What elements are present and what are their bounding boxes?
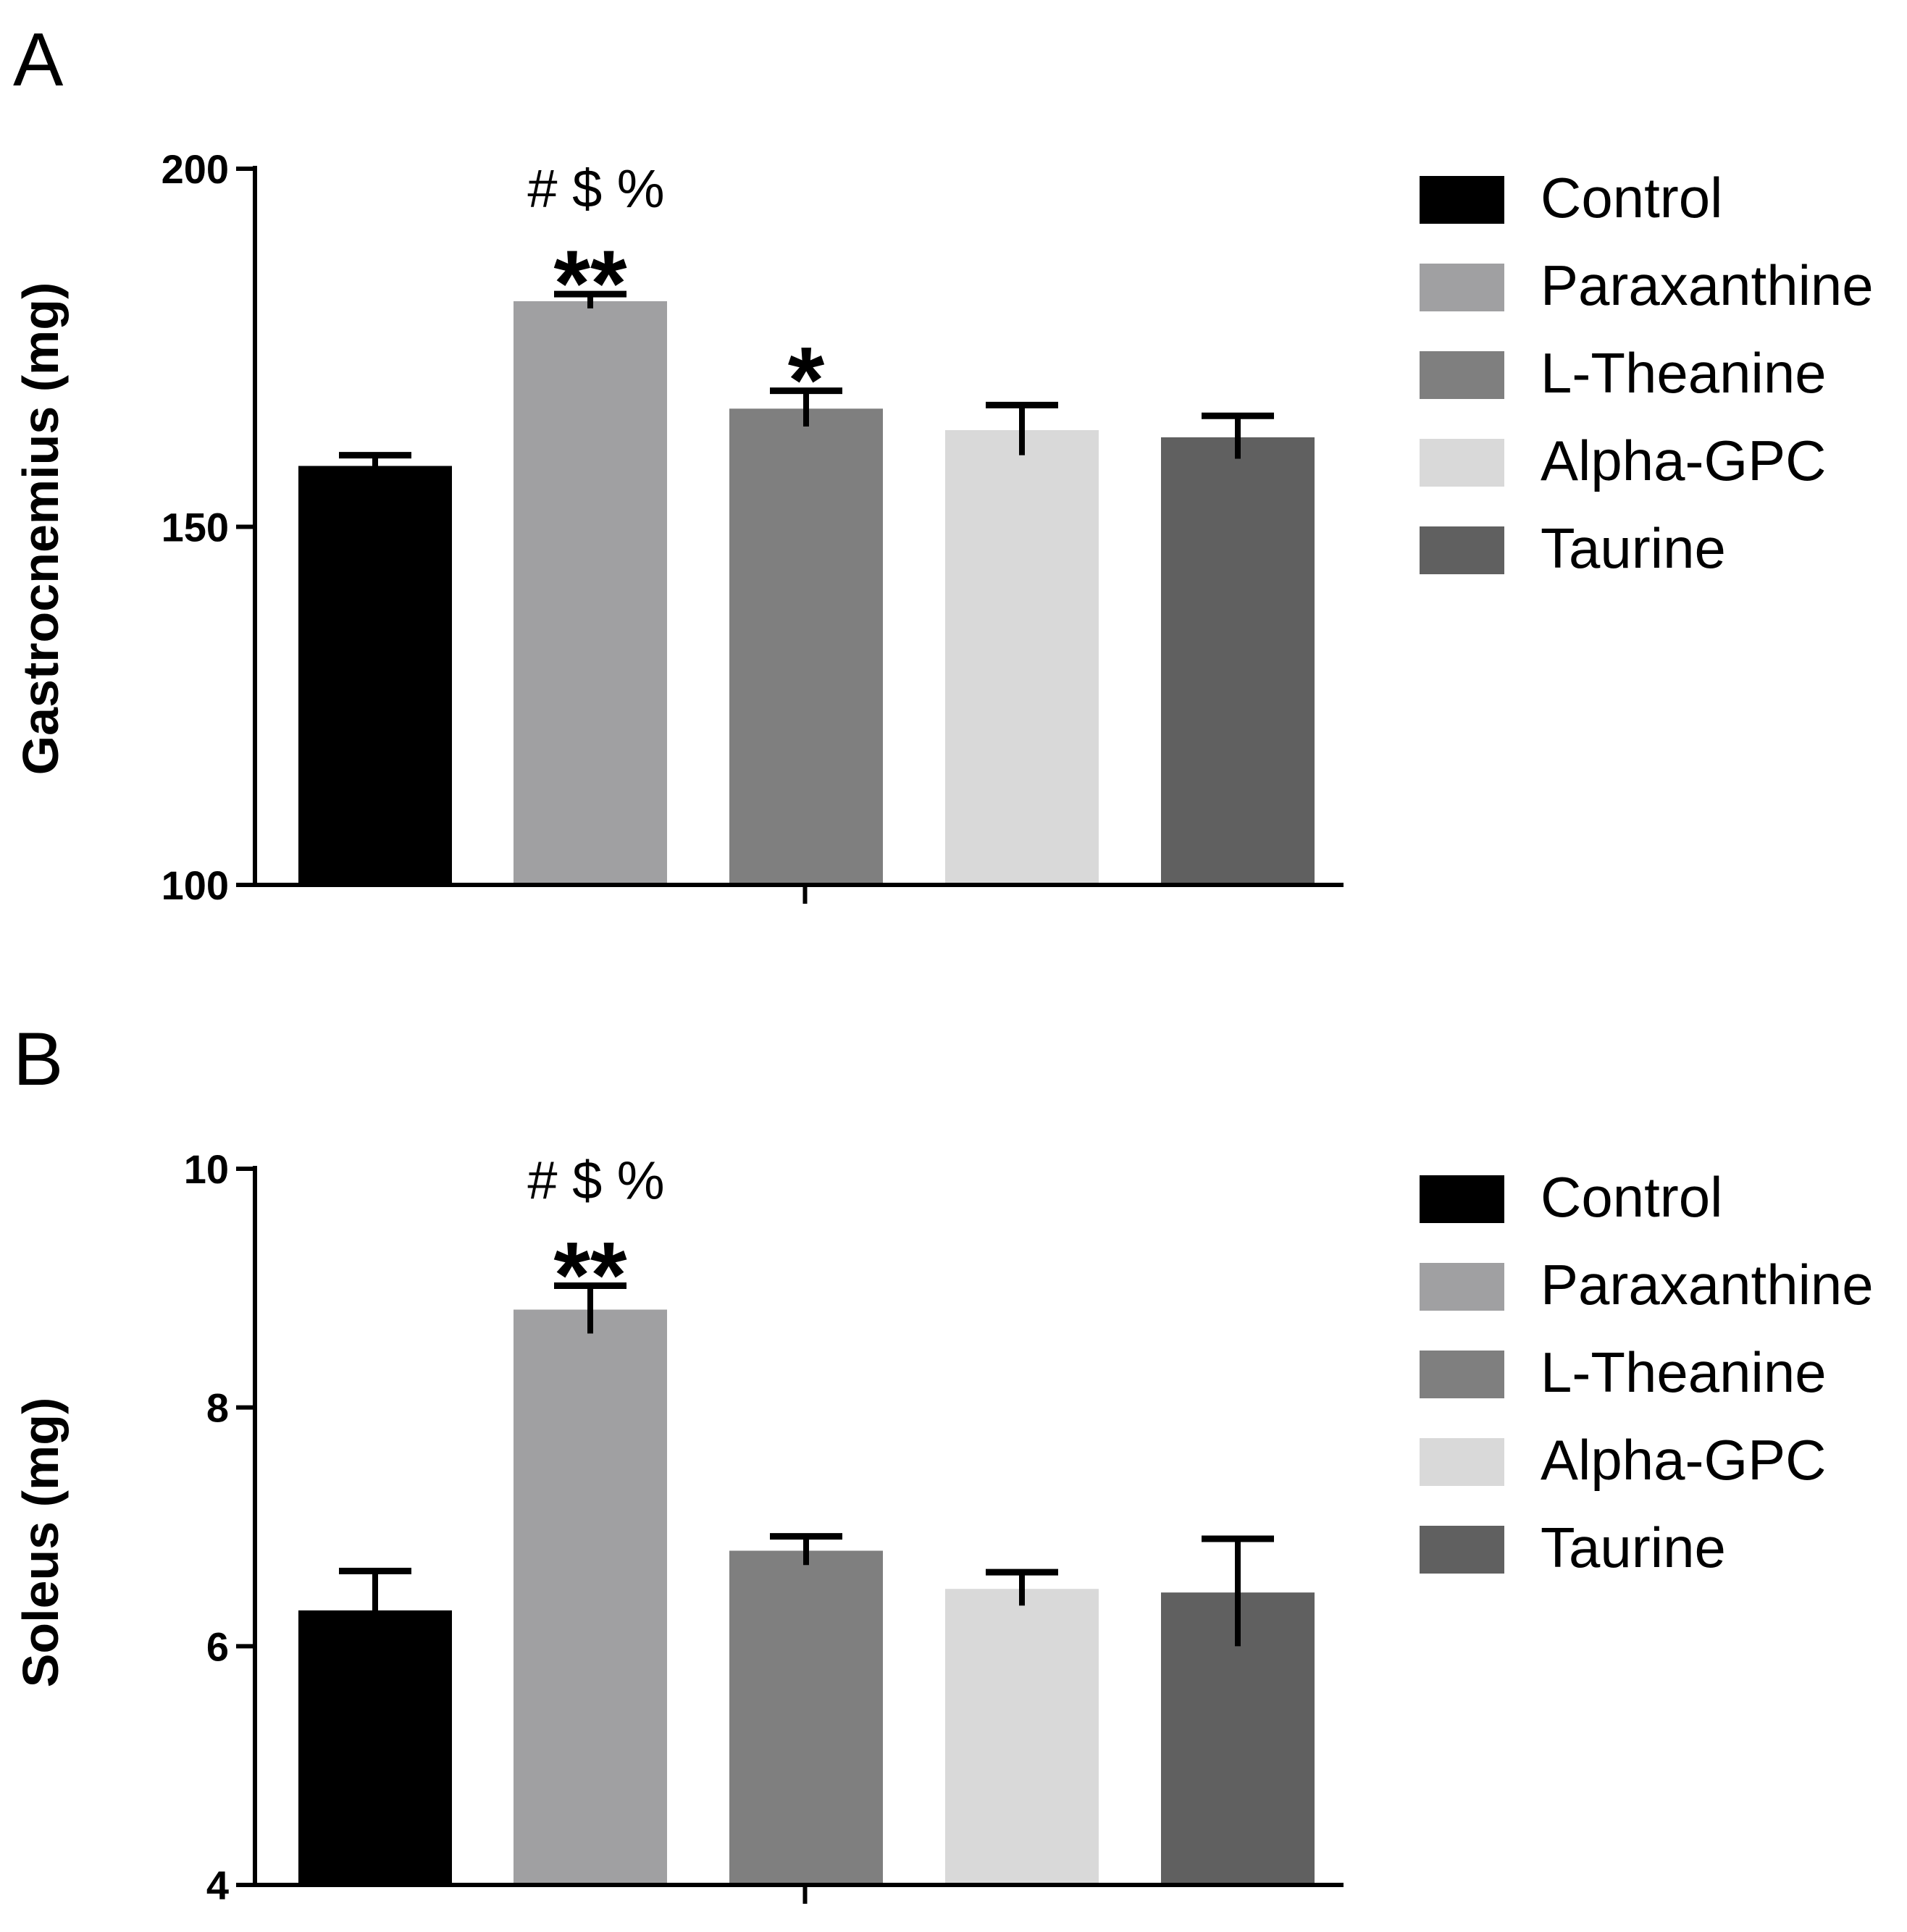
y-tick-label-200: 200 [162, 146, 229, 192]
y-tick-label-6: 6 [206, 1624, 229, 1669]
legend-swatch-control [1420, 176, 1504, 224]
y-tick-label-100: 100 [162, 862, 229, 908]
legend-label-l-theanine: L-Theanine [1541, 341, 1827, 405]
y-tick-label-4: 4 [206, 1862, 229, 1908]
significance-stars-paraxanthine: ** [553, 230, 627, 336]
panel-a: A Gastrocnemius (mg) **# $ %* 100150200 … [12, 18, 1874, 908]
y-tick-label-8: 8 [206, 1385, 229, 1431]
legend-swatch-taurine [1420, 526, 1504, 574]
legend-swatch-taurine [1420, 1526, 1504, 1574]
legend: Control Paraxanthine L-Theanine Alpha-GPC Ta… [1420, 1165, 1874, 1579]
bars: ** # $ % [298, 1151, 1315, 1885]
significance-stars-l-theanine: * [788, 327, 825, 433]
legend-label-control: Control [1541, 1165, 1722, 1229]
legend: Control Paraxanthine L-Theanine Alpha-GPC Ta… [1420, 166, 1874, 580]
legend-swatch-control [1420, 1175, 1504, 1223]
legend-swatch-paraxanthine [1420, 1263, 1504, 1311]
legend-swatch-alpha-gpc [1420, 1438, 1504, 1486]
bar-taurine [1161, 437, 1315, 885]
legend-swatch-paraxanthine [1420, 264, 1504, 311]
significance-symbols-paraxanthine: # $ % [527, 159, 664, 219]
y-tick-label-10: 10 [184, 1146, 229, 1192]
bar-l-theanine [729, 1550, 883, 1885]
panel-label: B [13, 1017, 63, 1101]
legend-label-paraxanthine: Paraxanthine [1541, 253, 1874, 317]
bar-control [298, 466, 452, 885]
legend-label-alpha-gpc: Alpha-GPC [1541, 429, 1827, 492]
y-axis-label: Gastrocnemius (mg) [12, 282, 69, 776]
panel-b: B Soleus (mg) ** # $ % 4 6 8 10 Control Parax… [12, 1017, 1874, 1908]
bars: ** # $ % * [298, 159, 1315, 886]
legend-label-paraxanthine: Paraxanthine [1541, 1253, 1874, 1316]
legend-label-taurine: Taurine [1541, 516, 1726, 580]
y-axis-label: Soleus (mg) [12, 1398, 69, 1688]
significance-symbols-paraxanthine: # $ % [527, 1151, 664, 1211]
legend-swatch-l-theanine [1420, 351, 1504, 399]
panel-label: A [13, 18, 64, 102]
bar-paraxanthine [514, 301, 667, 886]
bar-l-theanine [729, 408, 883, 885]
bar-control [298, 1610, 452, 1885]
bar-paraxanthine [514, 1309, 667, 1885]
axes: 4 6 8 10 [184, 1146, 1344, 1908]
bar-alpha-gpc [945, 1589, 1099, 1885]
legend-swatch-l-theanine [1420, 1351, 1504, 1398]
y-tick-label-150: 150 [162, 505, 229, 550]
bar-alpha-gpc [945, 429, 1099, 885]
legend-label-l-theanine: L-Theanine [1541, 1340, 1827, 1404]
legend-label-alpha-gpc: Alpha-GPC [1541, 1428, 1827, 1492]
legend-label-taurine: Taurine [1541, 1516, 1726, 1579]
axes: 100 150 200 [162, 146, 1344, 908]
legend-swatch-alpha-gpc [1420, 439, 1504, 487]
legend-label-control: Control [1541, 166, 1722, 230]
significance-stars-paraxanthine: ** [553, 1222, 627, 1328]
